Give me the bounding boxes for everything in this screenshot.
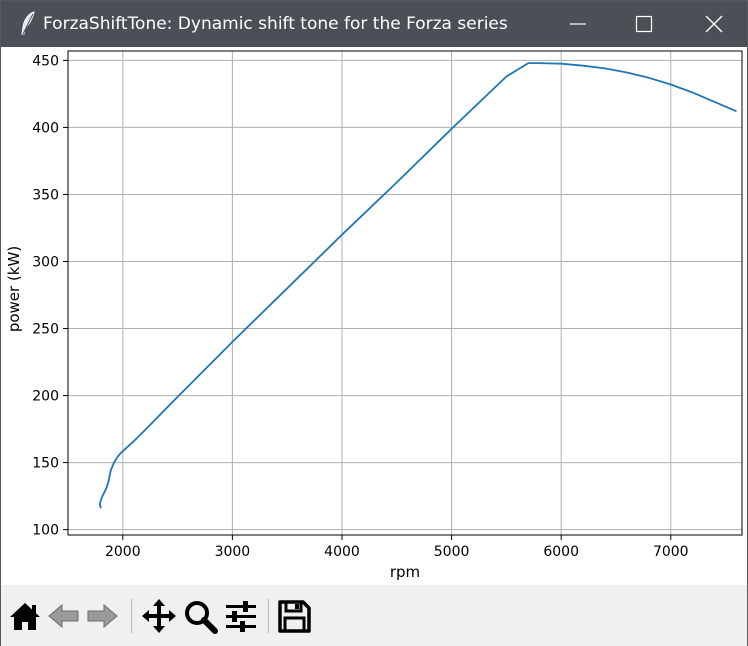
series-layer bbox=[98, 62, 737, 509]
axes-frame bbox=[67, 50, 743, 536]
line-chart: 2000 3000 4000 5000 6000 7000 100 150 200 250 300 3… bbox=[5, 50, 743, 581]
feather-icon bbox=[21, 11, 35, 35]
forward-arrow-icon bbox=[87, 603, 118, 629]
configure-subplots-button[interactable] bbox=[222, 597, 260, 635]
window-title: ForzaShiftTone: Dynamic shift tone for t… bbox=[43, 14, 508, 34]
title-bar: ForzaShiftTone: Dynamic shift tone for t… bbox=[1, 1, 747, 47]
x-tick-label: 2000 bbox=[105, 544, 141, 560]
save-button[interactable] bbox=[275, 597, 313, 635]
y-tick-label: 250 bbox=[32, 322, 59, 338]
y-axis-label: power (kW) bbox=[5, 246, 23, 332]
x-tick-label: 7000 bbox=[653, 544, 689, 560]
maximize-icon bbox=[635, 15, 653, 33]
minimize-button[interactable] bbox=[555, 1, 601, 47]
home-icon bbox=[10, 603, 40, 630]
toolbar-separator bbox=[131, 599, 132, 633]
x-tick-label: 3000 bbox=[215, 544, 251, 560]
y-tick-label: 100 bbox=[32, 523, 59, 539]
x-tick-label: 5000 bbox=[434, 544, 470, 560]
move-icon bbox=[142, 599, 176, 633]
x-axis-label: rpm bbox=[390, 563, 420, 581]
zoom-button[interactable] bbox=[181, 597, 219, 635]
home-button[interactable] bbox=[6, 597, 44, 635]
toolbar-separator bbox=[268, 599, 269, 633]
forward-button[interactable] bbox=[83, 597, 121, 635]
navigation-toolbar bbox=[1, 585, 747, 646]
back-arrow-icon bbox=[48, 603, 79, 629]
magnifier-icon bbox=[185, 601, 218, 634]
floppy-disk-icon bbox=[278, 600, 311, 633]
minimize-icon bbox=[570, 23, 586, 25]
y-tick-label: 350 bbox=[32, 187, 59, 203]
y-tick-label: 400 bbox=[32, 120, 59, 136]
close-icon bbox=[705, 15, 723, 33]
y-tick-label: 150 bbox=[32, 456, 59, 472]
grid bbox=[68, 51, 742, 535]
y-tick-label: 200 bbox=[32, 389, 59, 405]
y-tick-label: 450 bbox=[32, 53, 59, 69]
close-button[interactable] bbox=[691, 1, 737, 47]
y-tick-label: 300 bbox=[32, 254, 59, 270]
x-tick-label: 4000 bbox=[324, 544, 360, 560]
back-button[interactable] bbox=[45, 597, 83, 635]
sliders-icon bbox=[226, 601, 256, 632]
pan-button[interactable] bbox=[140, 597, 178, 635]
tick-labels: 2000 3000 4000 5000 6000 7000 100 150 200 250 300 3… bbox=[32, 53, 688, 560]
plot-canvas[interactable]: 2000 3000 4000 5000 6000 7000 100 150 200 250 300 3… bbox=[1, 47, 747, 585]
power-curve-line bbox=[98, 62, 737, 509]
maximize-button[interactable] bbox=[621, 1, 667, 47]
x-tick-label: 6000 bbox=[543, 544, 579, 560]
plot-frame bbox=[67, 50, 743, 536]
